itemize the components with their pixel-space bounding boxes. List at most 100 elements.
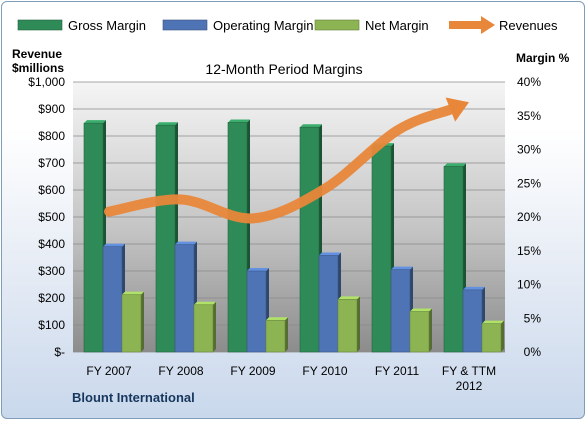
bar-front — [443, 166, 464, 353]
bar-top — [84, 120, 106, 124]
bar-series — [83, 119, 504, 353]
right-tick-label: 5% — [524, 311, 542, 325]
right-tick-label: 30% — [517, 143, 541, 157]
right-tick-label: 0% — [524, 345, 542, 359]
right-tick-label: 35% — [517, 109, 541, 123]
left-tick-label: $1,000 — [28, 75, 65, 89]
bar-top — [103, 243, 125, 247]
left-tick-label: $- — [54, 345, 65, 359]
bar-net-margin — [265, 317, 288, 353]
bar-side — [213, 301, 216, 352]
bar-side — [501, 320, 504, 352]
category-label: FY 2008 — [158, 364, 203, 378]
bar-side — [357, 296, 360, 352]
category-label: FY 2011 — [375, 364, 420, 378]
left-tick-label: $500 — [38, 210, 65, 224]
bar-net-margin — [481, 320, 504, 353]
bar-top — [463, 286, 485, 290]
bar-operating-margin — [174, 241, 197, 353]
bar-top — [175, 241, 197, 245]
bar-top — [410, 308, 432, 312]
bar-side — [429, 308, 432, 352]
bar-top — [247, 268, 269, 271]
left-axis-label-line1: Revenue — [12, 47, 62, 61]
right-axis-label: Margin % — [516, 51, 570, 65]
legend-swatch — [314, 19, 360, 31]
bar-gross-margin — [227, 119, 250, 353]
legend-item-revenues: Revenues — [449, 16, 558, 34]
bar-side — [285, 317, 288, 352]
bar-top — [319, 252, 341, 256]
bar-top — [228, 119, 250, 123]
bar-front — [121, 294, 142, 353]
left-tick-label: $300 — [38, 264, 65, 278]
category-label: FY 2009 — [230, 364, 275, 378]
left-tick-label: $100 — [38, 318, 65, 332]
bar-front — [174, 244, 195, 353]
bar-operating-margin — [390, 266, 413, 353]
legend-label: Revenues — [499, 18, 558, 33]
category-label: FY 2010 — [302, 364, 347, 378]
left-tick-label: $700 — [38, 156, 65, 170]
bar-front — [246, 270, 267, 353]
bar-gross-margin — [155, 122, 178, 353]
left-tick-label: $800 — [38, 129, 65, 143]
legend-arrow-swatch — [481, 16, 495, 34]
legend-item-net-margin: Net Margin — [314, 18, 429, 33]
bar-side — [141, 291, 144, 352]
revenue-arrowhead — [445, 97, 469, 122]
bar-top — [338, 296, 360, 300]
legend-item-operating-margin: Operating Margin — [162, 18, 313, 33]
left-tick-label: $400 — [38, 237, 65, 251]
bar-net-margin — [121, 291, 144, 353]
left-tick-label: $900 — [38, 102, 65, 116]
right-tick-label: 40% — [517, 75, 541, 89]
bar-top — [300, 124, 322, 128]
bar-top — [266, 317, 288, 321]
legend-item-gross-margin: Gross Margin — [17, 18, 146, 33]
left-axis-label-line2: $millions — [12, 61, 64, 75]
legend-swatch — [162, 19, 208, 31]
revenue-line-path — [104, 104, 456, 224]
right-tick-label: 15% — [517, 244, 541, 258]
bar-net-margin — [193, 301, 216, 353]
left-tick-label: $200 — [38, 291, 65, 305]
bar-top — [391, 266, 413, 270]
bar-top — [156, 122, 178, 126]
bar-front — [337, 299, 358, 353]
bar-top — [122, 291, 144, 295]
bar-top — [482, 320, 504, 324]
bar-net-margin — [337, 296, 360, 353]
bar-net-margin — [409, 308, 432, 353]
right-tick-label: 20% — [517, 210, 541, 224]
bar-front — [462, 289, 483, 353]
gridlines — [73, 81, 505, 353]
right-tick-label: 25% — [517, 176, 541, 190]
bar-top — [444, 163, 466, 167]
legend-swatch — [17, 19, 63, 31]
category-label: 2012 — [456, 379, 483, 393]
bar-front — [409, 311, 430, 353]
bar-operating-margin — [102, 243, 125, 353]
bar-front — [227, 122, 248, 353]
bar-front — [265, 319, 286, 353]
legend-label: Operating Margin — [213, 18, 313, 33]
left-tick-label: $600 — [38, 183, 65, 197]
category-label: FY 2007 — [86, 364, 131, 378]
bar-front — [102, 246, 123, 353]
bar-gross-margin — [83, 120, 106, 353]
axis-ticks: $- $100 $200 $300 $400 $500 $600 $700 $800 $900 $1… — [28, 75, 541, 393]
chart-title: 12-Month Period Margins — [205, 61, 362, 77]
margins-chart: Gross Margin Operating Margin Net Margin Re… — [12, 16, 570, 405]
bar-front — [83, 122, 104, 353]
legend-label: Gross Margin — [68, 18, 146, 33]
legend-label: Net Margin — [365, 18, 429, 33]
footer-company-name: Blount International — [72, 390, 195, 405]
bar-front — [155, 124, 176, 353]
bar-front — [299, 126, 320, 353]
bar-front — [481, 323, 502, 353]
revenue-line — [104, 97, 469, 224]
category-label: FY & TTM — [442, 364, 496, 378]
bar-front — [193, 304, 214, 353]
